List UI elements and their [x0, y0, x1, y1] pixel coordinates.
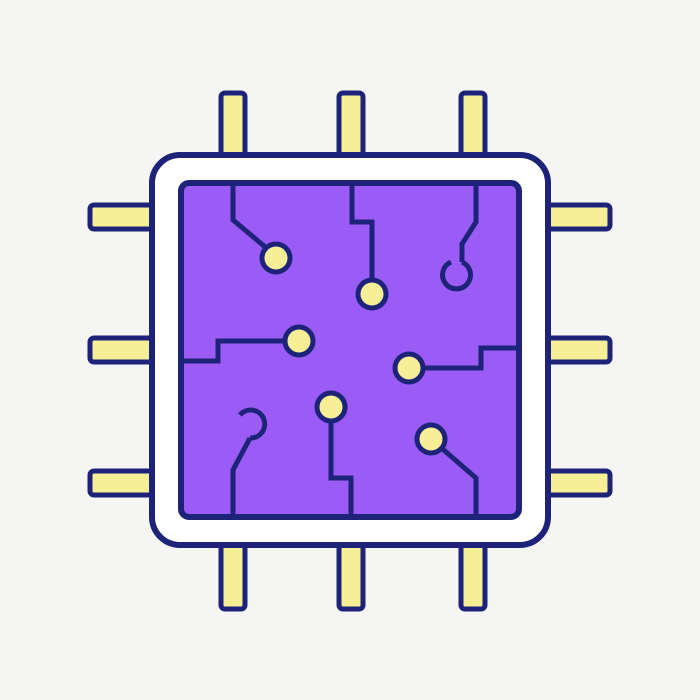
pin-top-1 [218, 90, 248, 160]
circuit-node-5 [314, 390, 348, 424]
circuit-node-2 [355, 277, 389, 311]
circuit-node-6 [414, 422, 448, 456]
pin-left-2 [87, 335, 157, 365]
pin-left-1 [87, 202, 157, 232]
circuit-trace-1 [230, 186, 278, 258]
pin-right-1 [543, 202, 613, 232]
circuit-trace-4 [184, 338, 299, 364]
pin-bottom-2 [336, 542, 366, 612]
circuit-trace-8 [429, 437, 479, 514]
circuit-nodes [238, 241, 473, 456]
circuit-trace-3 [459, 186, 479, 262]
circuit-trace-5 [409, 345, 516, 371]
circuit-trace-7 [328, 409, 354, 514]
pin-top-3 [458, 90, 488, 160]
pin-top-2 [336, 90, 366, 160]
pin-bottom-1 [218, 542, 248, 612]
circuit-trace-2 [349, 186, 375, 293]
pin-bottom-3 [458, 542, 488, 612]
circuit-ring-terminal-1 [440, 259, 473, 292]
circuit-node-3 [282, 324, 316, 358]
circuit-traces [184, 186, 516, 514]
pin-right-3 [543, 468, 613, 498]
circuit-node-1 [259, 241, 293, 275]
pin-left-3 [87, 468, 157, 498]
circuit-ring-terminal-2 [238, 407, 268, 441]
pin-right-2 [543, 335, 613, 365]
circuit-node-4 [392, 351, 426, 385]
circuit-trace-6 [230, 436, 253, 514]
